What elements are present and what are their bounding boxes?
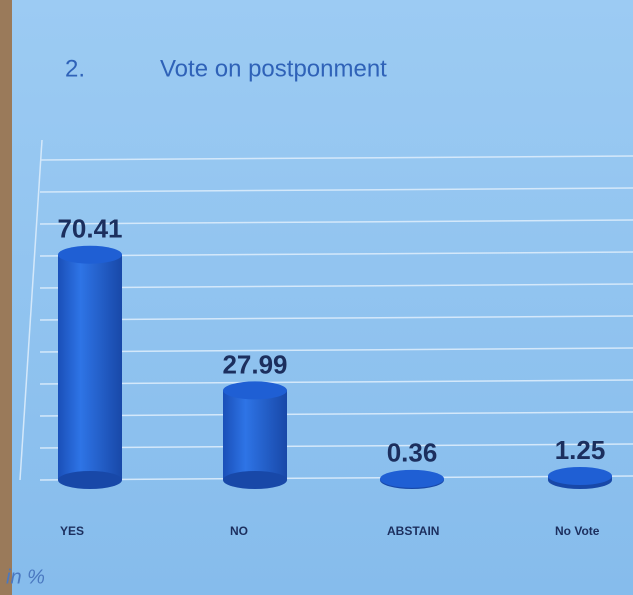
- grid-line: [39, 283, 633, 289]
- grid-line: [39, 443, 633, 449]
- grid-line: [39, 251, 633, 257]
- grid-line: [39, 187, 633, 193]
- bar: [58, 245, 122, 489]
- bar-base: [223, 471, 287, 489]
- x-tick-label: NO: [230, 524, 248, 538]
- bar: [223, 381, 287, 489]
- bar-body: [58, 254, 122, 480]
- x-tick-label: No Vote: [555, 524, 600, 538]
- grid-line: [39, 411, 633, 417]
- unit-note: in %: [6, 566, 45, 588]
- grid-line: [39, 347, 633, 353]
- bar-cap: [223, 381, 287, 400]
- bar-body: [223, 390, 287, 480]
- grid-line: [39, 379, 633, 385]
- photo-edge: [0, 0, 12, 595]
- value-label: 27.99: [222, 349, 287, 379]
- bar: [548, 467, 612, 489]
- axis-line: [19, 139, 43, 481]
- bar-cap: [380, 469, 444, 488]
- grid-line: [39, 219, 633, 225]
- bar-cap: [548, 467, 612, 485]
- bar: [380, 469, 444, 489]
- grid-line: [39, 475, 633, 481]
- slide-number: 2.: [65, 55, 85, 82]
- x-tick-label: ABSTAIN: [387, 524, 439, 538]
- grid-line: [39, 315, 633, 321]
- bar-cap: [58, 245, 122, 264]
- value-label: 0.36: [387, 438, 438, 468]
- value-label: 1.25: [555, 435, 606, 465]
- chart-title: Vote on postponment: [160, 55, 387, 82]
- value-label: 70.41: [57, 214, 122, 244]
- grid-line: [39, 155, 633, 161]
- bar-base: [58, 471, 122, 489]
- x-tick-label: YES: [60, 524, 84, 538]
